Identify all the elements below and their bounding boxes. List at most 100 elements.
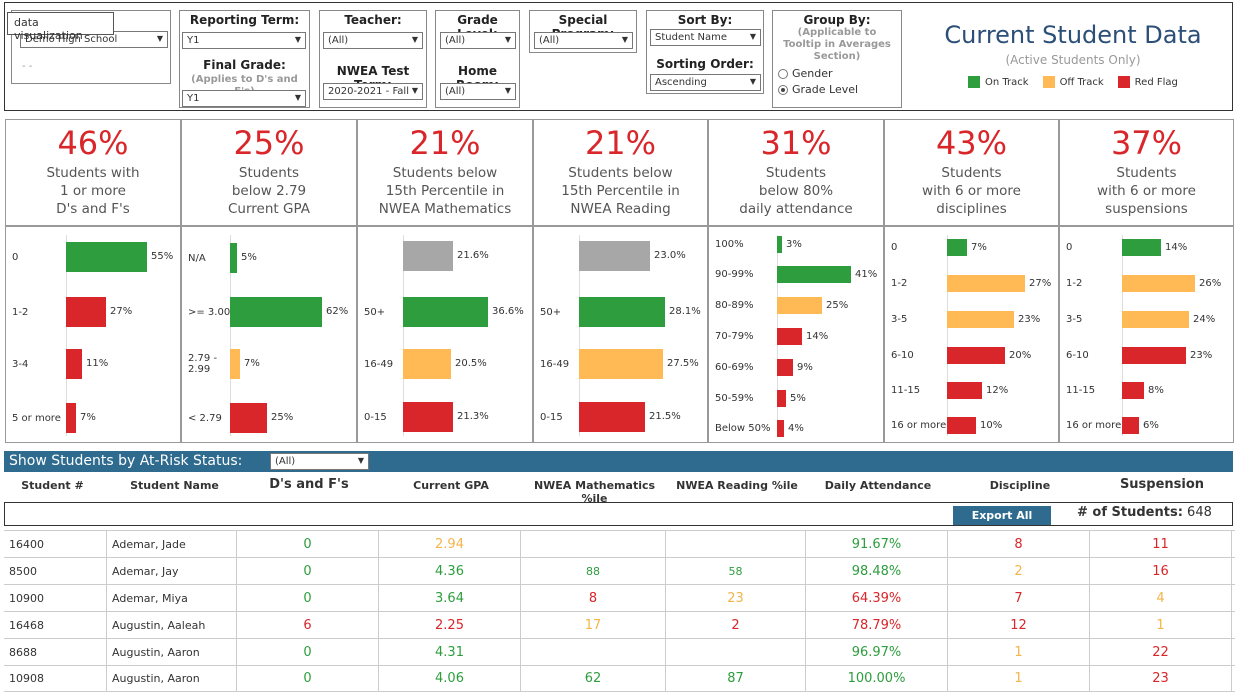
distribution-chart: N/A 5% >= 3.00 62% 2.79 - 2.99 7% < 2.79 25% bbox=[181, 226, 357, 443]
chart-category-label: 11-15 bbox=[891, 385, 921, 396]
group-by-grade-level[interactable]: Grade Level bbox=[778, 83, 901, 96]
chart-bar[interactable] bbox=[777, 266, 851, 283]
chart-bar[interactable] bbox=[403, 297, 488, 327]
table-row[interactable]: 10900 Ademar, Miya 0 3.64 8 23 64.39% 7 4 bbox=[4, 584, 1235, 611]
grade-level-select[interactable]: (All) ▼ bbox=[440, 32, 516, 49]
chart-value-label: 23% bbox=[1190, 349, 1213, 361]
chart-bar[interactable] bbox=[1122, 239, 1161, 256]
student-table: 16400 Ademar, Jade 0 2.94 91.67% 8 11 8500 Adema… bbox=[4, 530, 1235, 692]
chart-bar[interactable] bbox=[947, 311, 1014, 328]
chart-bar[interactable] bbox=[579, 297, 665, 327]
chart-row: 16-49 20.5% bbox=[358, 349, 532, 379]
chart-row: 0 7% bbox=[885, 239, 1058, 256]
chart-bar[interactable] bbox=[777, 390, 786, 407]
chevron-down-icon: ▼ bbox=[294, 35, 301, 44]
chart-bar[interactable] bbox=[777, 297, 822, 314]
teacher-filter: Teacher: (All)▼ NWEA Test Term: 2020-202… bbox=[319, 10, 427, 108]
final-grade-select[interactable]: Y1 ▼ bbox=[182, 90, 306, 107]
chevron-down-icon: ▼ bbox=[749, 77, 756, 86]
chart-bar[interactable] bbox=[403, 402, 453, 432]
group-by-gender[interactable]: Gender bbox=[778, 67, 901, 80]
student-name-cell: Augustin, Aaron bbox=[107, 666, 237, 691]
chart-bar[interactable] bbox=[579, 241, 650, 271]
at-risk-select[interactable]: (All) ▼ bbox=[270, 453, 369, 470]
read-cell: 2 bbox=[666, 612, 806, 638]
chart-bar[interactable] bbox=[777, 420, 784, 437]
chart-row: 0-15 21.5% bbox=[534, 402, 707, 432]
col-nwea-math[interactable]: NWEA Mathematics %ile bbox=[533, 479, 656, 505]
nwea-term-select[interactable]: 2020-2021 - Fall ▼ bbox=[323, 83, 423, 100]
col-daily-attendance[interactable]: Daily Attendance bbox=[824, 479, 932, 492]
chart-bar[interactable] bbox=[403, 241, 453, 271]
chart-bar[interactable] bbox=[1122, 311, 1189, 328]
orange-swatch bbox=[1042, 76, 1055, 88]
kpi-description-line: Students below bbox=[392, 165, 498, 181]
chevron-down-icon: ▼ bbox=[357, 456, 364, 465]
student-name-cell: Augustin, Aaleah bbox=[107, 612, 237, 638]
home-room-select[interactable]: (All) ▼ bbox=[440, 83, 516, 100]
chart-bar[interactable] bbox=[230, 403, 267, 433]
chart-bar[interactable] bbox=[66, 403, 76, 433]
table-row[interactable]: 8500 Ademar, Jay 0 4.36 88 58 98.48% 2 16 bbox=[4, 557, 1235, 584]
col-nwea-reading[interactable]: NWEA Reading %ile bbox=[676, 479, 798, 492]
chart-bar[interactable] bbox=[1122, 382, 1144, 399]
chart-bar[interactable] bbox=[230, 243, 237, 273]
reporting-term-select[interactable]: Y1 ▼ bbox=[182, 32, 306, 49]
chart-category-label: 0 bbox=[1066, 242, 1073, 253]
chart-bar[interactable] bbox=[1122, 417, 1139, 434]
teacher-select[interactable]: (All) ▼ bbox=[323, 32, 423, 49]
chart-bar[interactable] bbox=[66, 297, 106, 327]
table-row[interactable]: 16400 Ademar, Jade 0 2.94 91.67% 8 11 bbox=[4, 530, 1235, 557]
chart-bar[interactable] bbox=[1122, 347, 1186, 364]
chart-bar[interactable] bbox=[947, 239, 967, 256]
chart-bar[interactable] bbox=[230, 349, 240, 379]
sort-by-value: Student Name bbox=[655, 32, 728, 43]
filter-bar: Demo High School ▼ - - Reporting Term: Y1… bbox=[4, 2, 1233, 111]
kpi-description: Students below 15th Percentile in NWEA Rea… bbox=[534, 164, 707, 218]
chart-bar[interactable] bbox=[947, 417, 976, 434]
chart-bar[interactable] bbox=[947, 275, 1025, 292]
sorting-order-select[interactable]: Ascending ▼ bbox=[650, 74, 761, 91]
chart-bar[interactable] bbox=[947, 347, 1005, 364]
col-suspension[interactable]: Suspension bbox=[1119, 477, 1205, 492]
chart-bar[interactable] bbox=[66, 349, 82, 379]
reporting-term-label: Reporting Term: bbox=[189, 13, 300, 27]
kpi-description: Students below 2.79 Current GPA bbox=[182, 164, 356, 218]
math-cell: 88 bbox=[521, 558, 666, 584]
chart-value-label: 25% bbox=[271, 412, 294, 423]
att-cell: 98.48% bbox=[806, 558, 948, 584]
chart-bar[interactable] bbox=[579, 402, 645, 432]
col-discipline[interactable]: Discipline bbox=[989, 479, 1051, 492]
table-row[interactable]: 16468 Augustin, Aaleah 6 2.25 17 2 78.79% 12 1 bbox=[4, 611, 1235, 638]
chart-bar[interactable] bbox=[777, 359, 793, 376]
kpi-description-line: NWEA Mathematics bbox=[378, 201, 512, 217]
chart-value-label: 9% bbox=[797, 361, 813, 373]
chart-bar[interactable] bbox=[1122, 275, 1195, 292]
chart-bar[interactable] bbox=[230, 297, 322, 327]
chart-bar[interactable] bbox=[777, 328, 802, 345]
chart-bar[interactable] bbox=[403, 349, 451, 379]
col-student-number[interactable]: Student # bbox=[21, 479, 84, 492]
chart-row: 50+ 36.6% bbox=[358, 297, 532, 327]
chart-row: 80-89% 25% bbox=[709, 297, 883, 314]
table-row[interactable]: 8688 Augustin, Aaron 0 4.31 96.97% 1 22 bbox=[4, 638, 1235, 665]
special-program-select[interactable]: (All) ▼ bbox=[534, 32, 633, 49]
chart-value-label: 21.6% bbox=[457, 250, 489, 261]
kpi-description: Students with 6 or more suspensions bbox=[1060, 164, 1233, 218]
kpi-description-line: Students bbox=[238, 165, 300, 181]
kpi-box: 21% Students below 15th Percentile in NWEA … bbox=[533, 119, 708, 226]
sort-by-select[interactable]: Student Name ▼ bbox=[650, 29, 761, 46]
chart-bar[interactable] bbox=[66, 242, 147, 272]
chart-bar[interactable] bbox=[947, 382, 982, 399]
table-row[interactable]: 10908 Augustin, Aaron 0 4.06 62 87 100.00% 1 23 bbox=[4, 665, 1235, 692]
export-all-button[interactable]: Export All bbox=[953, 506, 1051, 525]
chart-category-label: 1-2 bbox=[891, 278, 908, 289]
col-ds-fs[interactable]: D's and F's bbox=[269, 477, 349, 492]
radio-icon bbox=[778, 68, 788, 79]
chart-bar[interactable] bbox=[777, 236, 782, 253]
tooltip: data visualization bbox=[7, 12, 114, 42]
col-current-gpa[interactable]: Current GPA bbox=[413, 479, 489, 492]
kpi-description-line: 1 or more bbox=[60, 183, 126, 199]
col-student-name[interactable]: Student Name bbox=[130, 479, 219, 492]
chart-bar[interactable] bbox=[579, 349, 663, 379]
